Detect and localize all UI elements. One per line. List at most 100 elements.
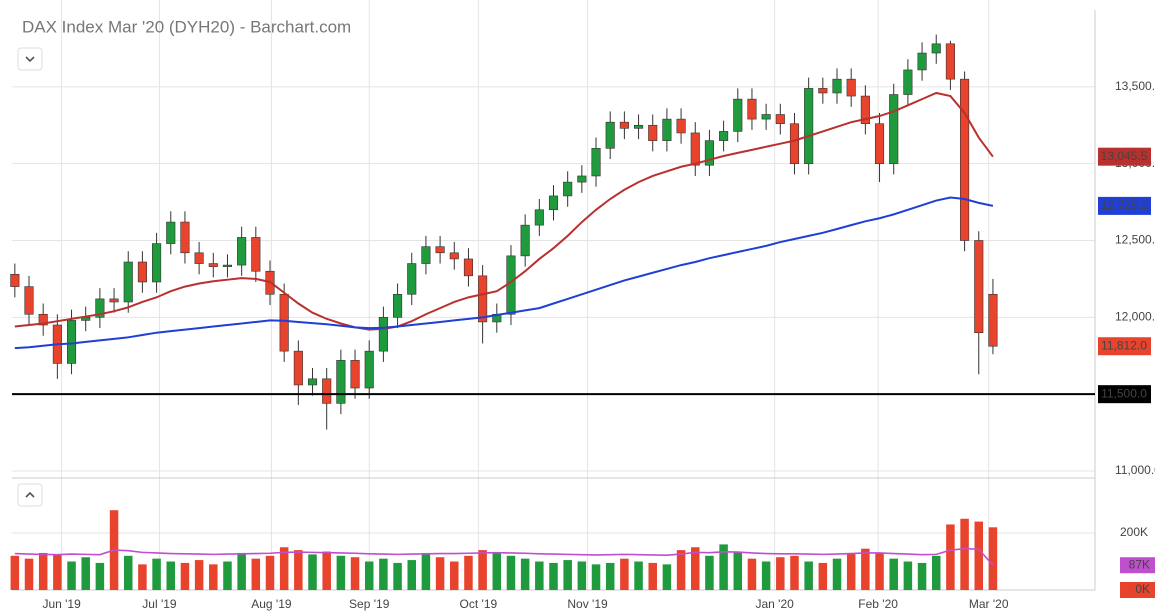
candle-body: [704, 140, 714, 166]
candle-body: [449, 252, 459, 260]
value-badge: [1120, 557, 1155, 574]
candle-body: [421, 246, 431, 264]
candle-body: [350, 360, 360, 389]
candle-body: [719, 131, 729, 141]
volume-bar: [379, 558, 388, 590]
volume-bar: [747, 558, 757, 590]
candle-body: [917, 52, 927, 71]
volume-bar: [691, 547, 700, 590]
axis-labels: Jun '19 Jul '19 Aug '19 Sep '19 Oct '19 Nov '…: [42, 79, 1155, 611]
candle-body: [789, 123, 800, 164]
volume-bar: [506, 555, 516, 590]
value-badge: [1098, 385, 1151, 404]
volume-bar: [846, 552, 856, 590]
volume-bar: [960, 518, 969, 590]
volume-bar: [421, 552, 431, 590]
grid: [12, 0, 1095, 590]
candle-body: [293, 350, 303, 386]
volume-bar: [988, 527, 998, 590]
x-tick-label: Sep '19: [349, 597, 390, 611]
volume-bar: [67, 561, 76, 590]
volume-bar: [577, 561, 587, 590]
volume-bar: [336, 555, 346, 590]
volume-bar: [435, 557, 445, 590]
candle-body: [463, 258, 474, 277]
volume-bar: [393, 562, 402, 590]
candle-body: [407, 263, 417, 295]
candle-body: [24, 286, 34, 315]
candle-body: [222, 264, 233, 267]
candle-body: [676, 118, 686, 134]
y-tick-label: 12,000.0: [1115, 310, 1155, 324]
candle-body: [435, 246, 445, 254]
volume-bar: [95, 562, 105, 590]
volume-bar: [818, 562, 828, 590]
volume-bar: [308, 554, 317, 590]
candle-body: [336, 360, 346, 404]
volume-bar: [166, 561, 176, 590]
volume-panel: [10, 510, 998, 590]
candle-body: [662, 118, 672, 141]
y-tick-label: 12,500.0: [1115, 233, 1155, 247]
volume-bar: [776, 557, 785, 590]
x-tick-label: Nov '19: [567, 597, 608, 611]
candle-body: [988, 293, 998, 347]
volume-bar: [464, 555, 473, 590]
candle-body: [194, 252, 204, 264]
volume-bar: [492, 552, 502, 590]
candle-body: [563, 181, 573, 197]
volume-bar: [237, 552, 246, 590]
volume-bar: [265, 555, 275, 590]
x-tick-label: Aug '19: [251, 597, 292, 611]
candle-body: [648, 124, 658, 141]
x-tick-label: Mar '20: [969, 597, 1009, 611]
x-tick-label: Jun '19: [42, 597, 81, 611]
value-badge-label: 13,045.5: [1101, 149, 1148, 163]
candle-body: [974, 240, 984, 333]
candle-body: [832, 78, 842, 94]
candle-body: [633, 124, 644, 129]
volume-bar: [10, 555, 20, 590]
candle-body: [393, 293, 403, 318]
volume-bar: [180, 562, 190, 590]
volume-bar: [535, 561, 544, 590]
volume-bar: [350, 557, 360, 590]
volume-bar: [81, 557, 90, 590]
volume-bar: [861, 548, 870, 590]
collapse-button[interactable]: [17, 47, 43, 71]
candle-body: [322, 378, 332, 404]
value-badge: [1098, 337, 1151, 356]
volume-bar: [733, 551, 743, 590]
volume-bar: [450, 561, 459, 590]
volume-bar: [761, 561, 771, 590]
moving-average-line: [14, 196, 994, 350]
volume-bar: [634, 561, 643, 590]
volume-bar: [662, 564, 672, 590]
candle-body: [761, 114, 771, 120]
volume-bar: [251, 558, 261, 590]
x-tick-label: Jul '19: [142, 597, 177, 611]
candle-body: [931, 43, 941, 54]
volume-average-line: [14, 547, 994, 566]
expand-button[interactable]: [17, 483, 43, 507]
candle-body: [307, 378, 318, 386]
volume-bar: [917, 562, 927, 590]
candle-body: [804, 88, 814, 164]
candle-body: [237, 237, 247, 266]
candle-body: [577, 175, 587, 183]
candle-body: [66, 320, 77, 364]
candle-body: [166, 221, 176, 244]
x-tick-label: Jan '20: [755, 597, 794, 611]
volume-bar: [875, 552, 884, 590]
y-tick-label: 200K: [1120, 525, 1148, 539]
candle-body: [818, 88, 828, 94]
candle-body: [619, 121, 629, 129]
value-badge-label: 11,500.0: [1101, 386, 1147, 400]
volume-bar: [719, 544, 728, 590]
value-badge-label: 87K: [1129, 557, 1150, 571]
candle-body: [123, 261, 133, 303]
candle-body: [152, 243, 162, 283]
candle-body: [520, 224, 530, 257]
candle-body: [378, 317, 388, 352]
